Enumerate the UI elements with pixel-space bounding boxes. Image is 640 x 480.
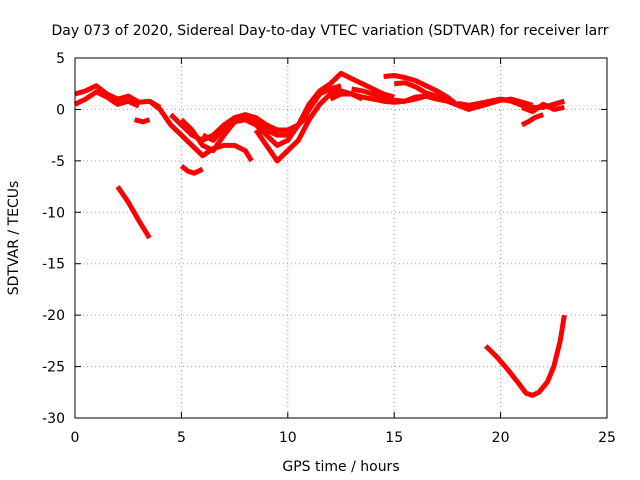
x-tick-label: 25 bbox=[598, 430, 616, 446]
plot-frame bbox=[74, 57, 608, 419]
series-arc-2 bbox=[73, 89, 140, 109]
x-tick-label: 0 bbox=[71, 430, 80, 446]
series-arc-6 bbox=[201, 112, 311, 143]
x-axis-label: GPS time / hours bbox=[282, 459, 399, 475]
series-arc-15 bbox=[134, 117, 151, 125]
y-tick-label: 0 bbox=[56, 102, 65, 118]
series-arc-11 bbox=[393, 80, 449, 103]
x-tick-label: 20 bbox=[492, 430, 510, 446]
y-tick-label: -30 bbox=[42, 411, 65, 427]
chart-title: Day 073 of 2020, Sidereal Day-to-day VTE… bbox=[52, 23, 609, 39]
series-arc-5 bbox=[179, 70, 395, 154]
series-arc-1 bbox=[74, 83, 162, 110]
series-arc-16 bbox=[179, 164, 204, 176]
series-arc-18 bbox=[483, 314, 567, 398]
grid bbox=[75, 58, 607, 418]
series-layer bbox=[73, 70, 567, 398]
series-arc-3 bbox=[147, 99, 254, 163]
y-tick-label: -10 bbox=[42, 205, 65, 221]
series-arc-17 bbox=[115, 185, 152, 240]
y-axis-label: SDTVAR / TECUs bbox=[6, 181, 22, 296]
x-tick-label: 15 bbox=[385, 430, 403, 446]
x-tick-label: 10 bbox=[279, 430, 297, 446]
series-arc-14 bbox=[520, 112, 545, 128]
y-tick-label: -20 bbox=[42, 308, 65, 324]
x-tick-label: 5 bbox=[177, 430, 186, 446]
y-tick-label: -5 bbox=[51, 154, 65, 170]
y-tick-label: -25 bbox=[42, 360, 65, 376]
series-arc-9 bbox=[351, 86, 438, 104]
y-tick-label: 5 bbox=[56, 51, 65, 67]
y-tick-label: -15 bbox=[42, 257, 65, 273]
series-arc-13 bbox=[520, 101, 565, 114]
